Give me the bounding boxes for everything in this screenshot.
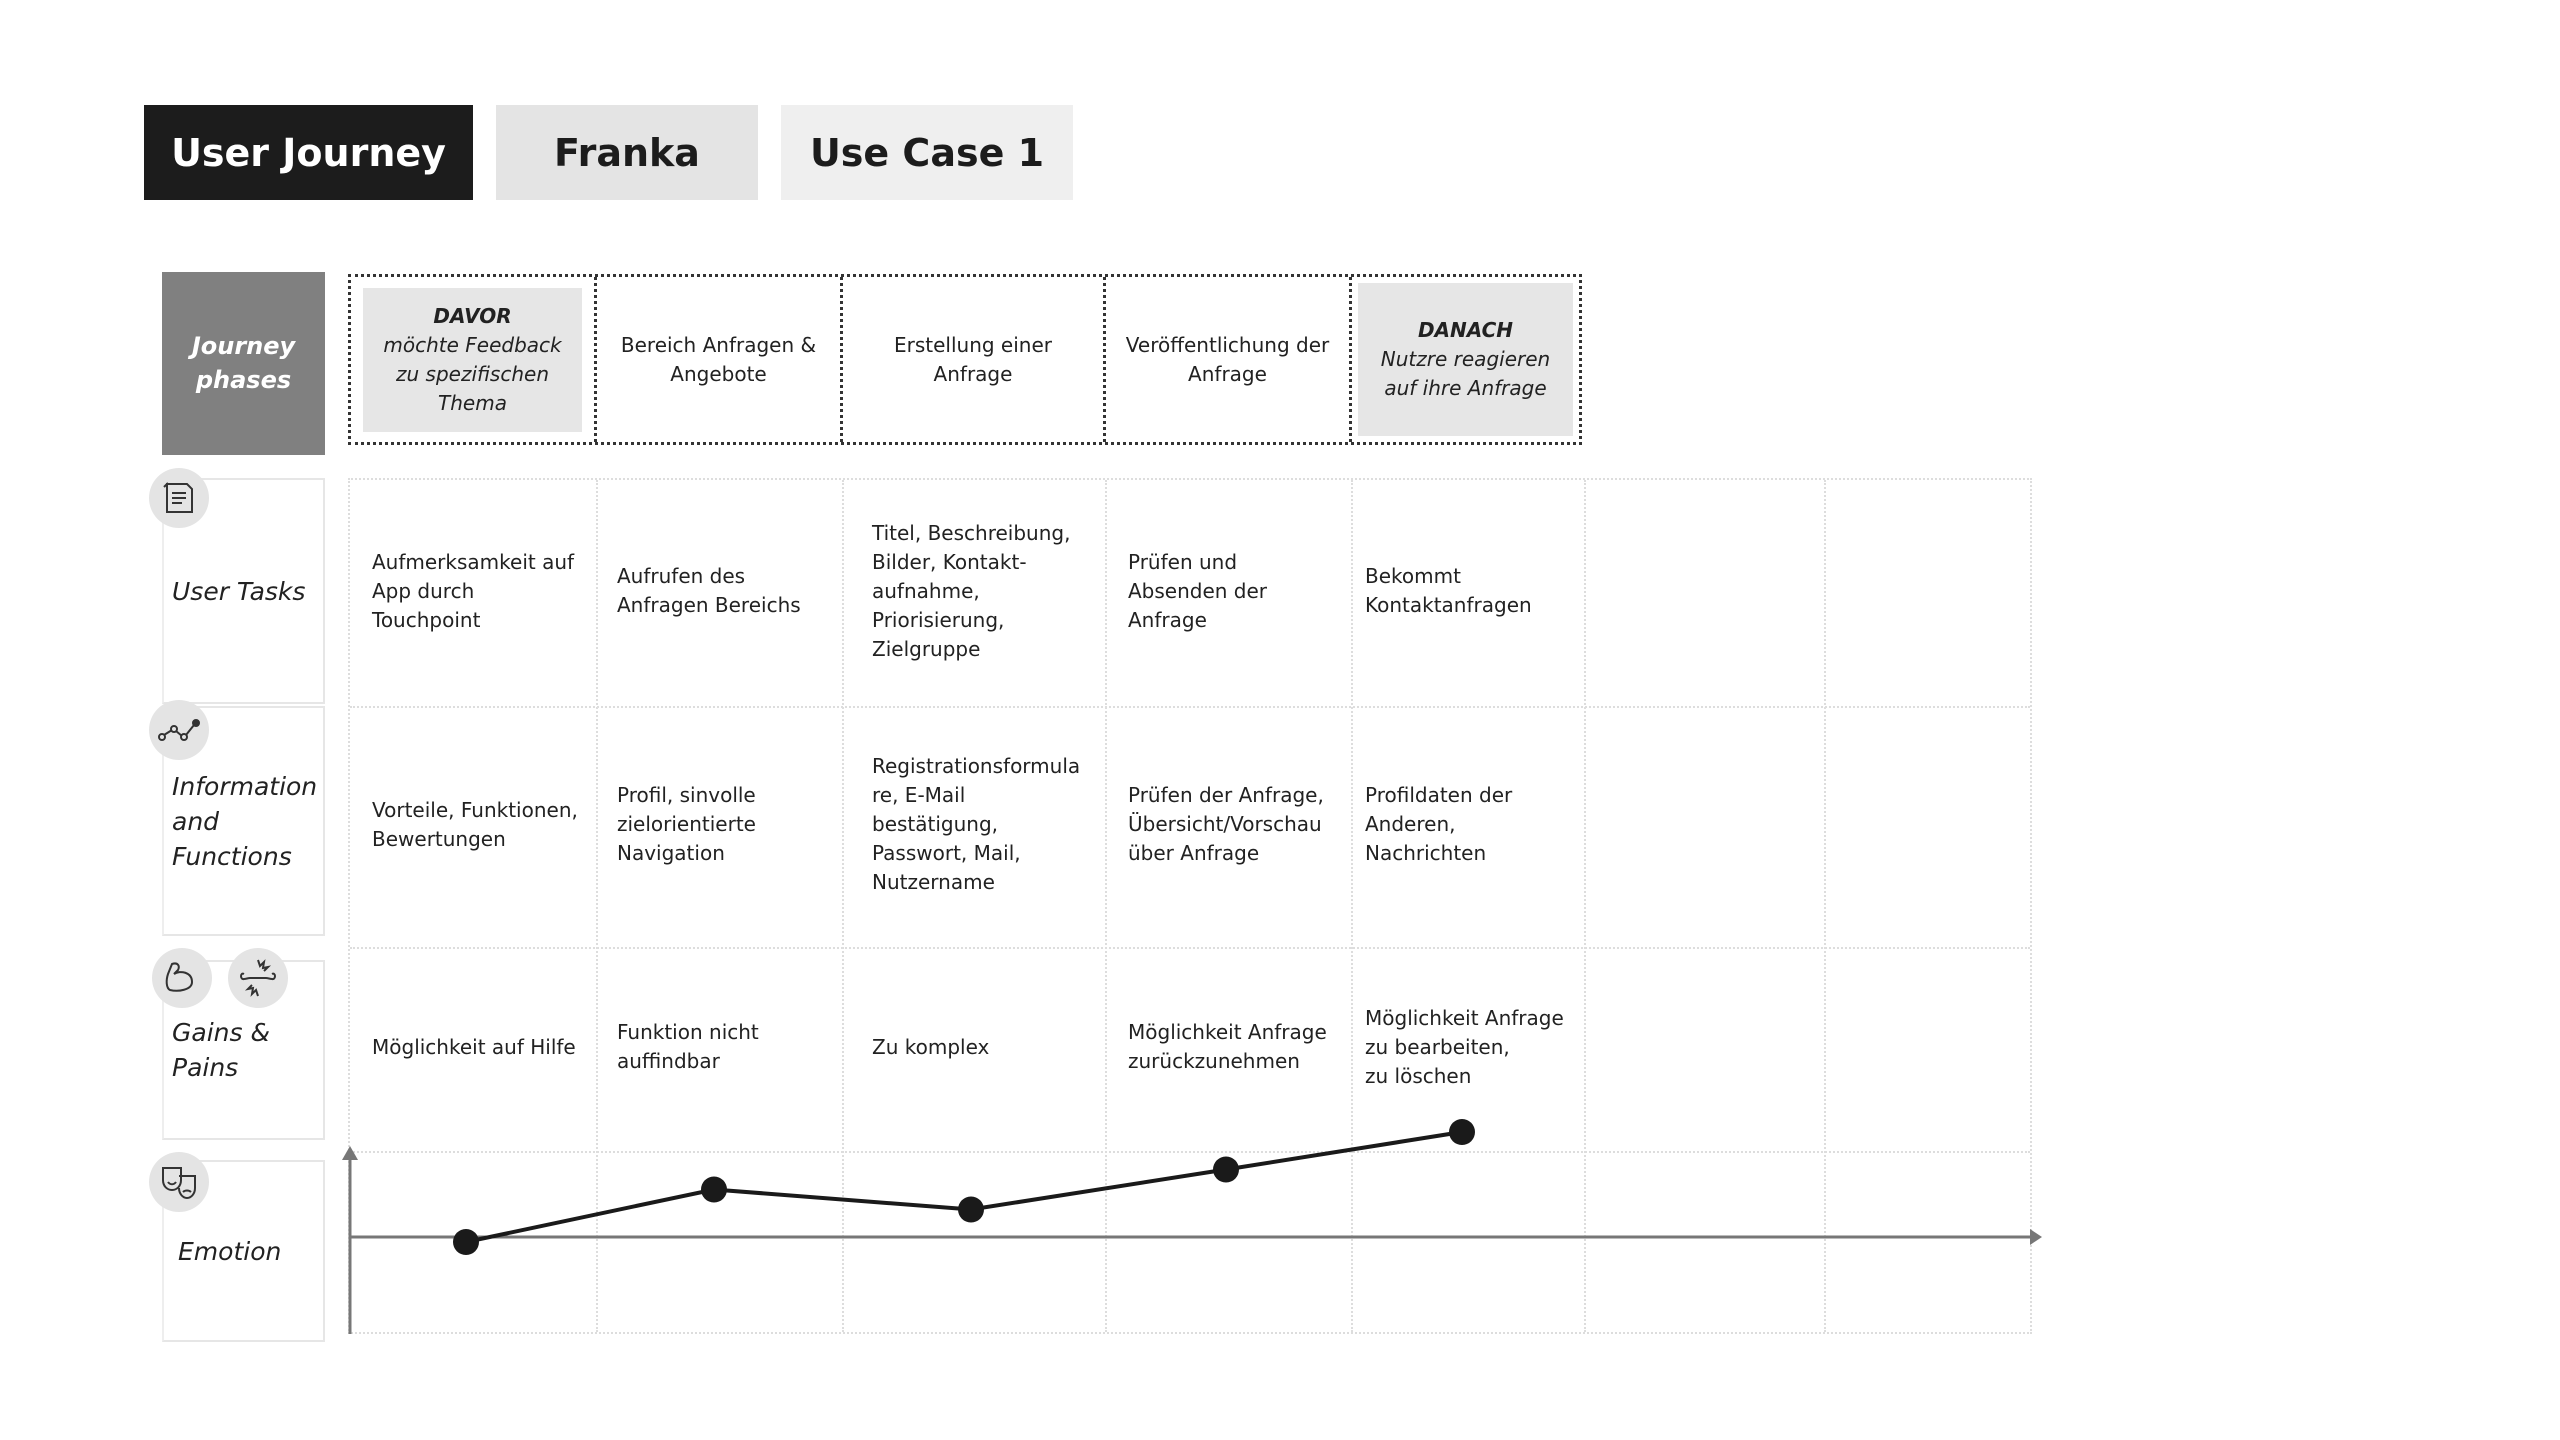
emotion-point: [701, 1176, 727, 1203]
cell: Zu komplex: [872, 1034, 990, 1059]
phase-davor: DAVOR möchte Feedback zu spezifischen The…: [351, 277, 594, 442]
emotion-point: [1449, 1119, 1475, 1145]
row-label-information: Information and Functions: [162, 706, 325, 936]
path-icon: [149, 700, 209, 760]
cell: Aufrufen des Anfragen Bereichs: [617, 564, 801, 617]
journey-phases-label: Journey phases: [162, 272, 325, 455]
cell: Profildaten der Anderen, Nachrichten: [1365, 783, 1513, 865]
cell: Bekommt Kontaktanfragen: [1365, 564, 1532, 617]
phase-2: Bereich Anfragen & Angebote: [594, 277, 840, 442]
tab-user-journey[interactable]: User Journey: [144, 105, 473, 200]
emotion-point: [958, 1196, 984, 1223]
cell: Profil, sinvolle zielorientierte Navigat…: [617, 783, 756, 865]
muscle-icon: [152, 948, 212, 1008]
journey-grid: [348, 478, 2032, 1334]
cell: Möglichkeit Anfrage zu bearbeiten, zu lö…: [1365, 1005, 1564, 1088]
cell: Titel, Beschreibung, Bilder, Kontakt- au…: [872, 520, 1071, 661]
tab-franka[interactable]: Franka: [496, 105, 758, 200]
notes-icon: [149, 468, 209, 528]
cell: Prüfen und Absenden der Anfrage: [1128, 549, 1268, 632]
tab-use-case-1[interactable]: Use Case 1: [781, 105, 1073, 200]
pain-icon: [228, 948, 288, 1008]
cell: Registrationsformula re, E-Mail bestätig…: [872, 754, 1081, 894]
cell: Vorteile, Funktionen, Bewertungen: [372, 797, 578, 851]
phase-4: Veröffentlichung der Anfrage: [1103, 277, 1349, 442]
cell: Möglichkeit auf Hilfe: [372, 1034, 576, 1059]
theater-masks-icon: [149, 1152, 209, 1212]
row-label-gains-pains: Gains & Pains: [162, 960, 325, 1140]
cell: Funktion nicht auffindbar: [617, 1020, 759, 1073]
y-axis-arrow: [342, 1146, 358, 1160]
row-label-user-tasks: User Tasks: [162, 478, 325, 704]
phase-danach: DANACH Nutzre reagieren auf ihre Anfrage: [1349, 277, 1579, 442]
emotion-point: [1213, 1156, 1239, 1183]
emotion-line: [465, 1130, 1463, 1244]
row-label-emotion: Emotion: [162, 1160, 325, 1342]
cell: Aufmerksamkeit auf App durch Touchpoint: [372, 549, 575, 632]
cell: Möglichkeit Anfrage zurückzunehmen: [1128, 1020, 1327, 1073]
phase-header: DAVOR möchte Feedback zu spezifischen The…: [348, 274, 1582, 445]
cell: Prüfen der Anfrage, Übersicht/Vorschau ü…: [1128, 783, 1324, 865]
x-axis-arrow: [2030, 1229, 2042, 1245]
emotion-point: [453, 1229, 479, 1255]
phase-3: Erstellung einer Anfrage: [840, 277, 1103, 442]
